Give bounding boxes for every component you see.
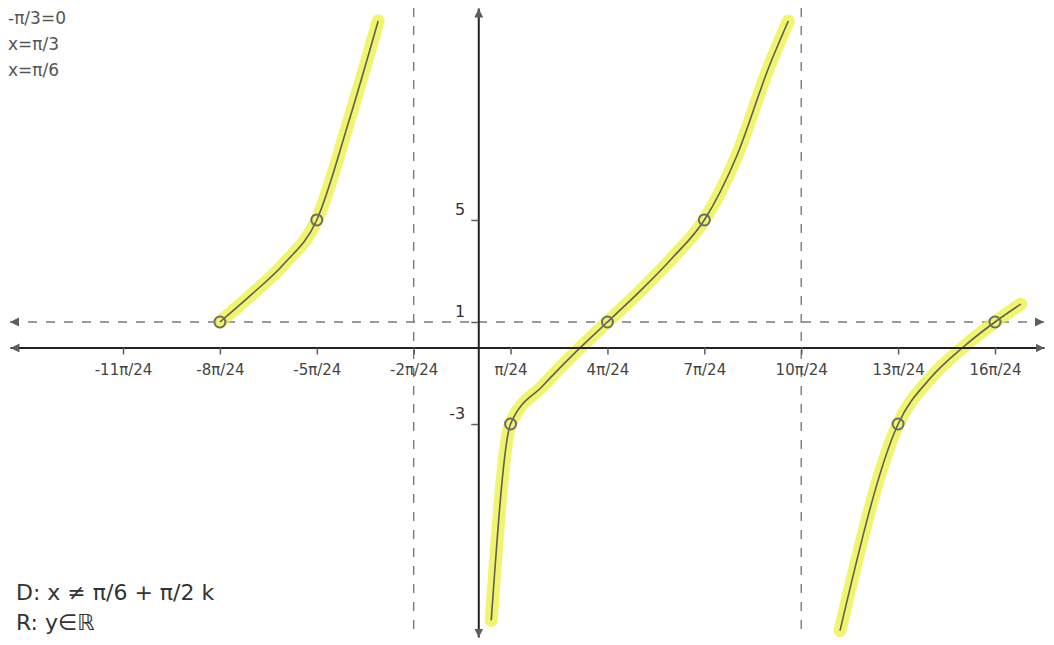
y-tick-label: 5: [455, 200, 465, 219]
x-tick-mark: [413, 347, 415, 354]
x-tick-label: -5π/24: [293, 361, 341, 379]
key-point: [699, 214, 710, 225]
plot-marks: [10, 8, 1044, 637]
key-point: [311, 214, 322, 225]
x-tick: 16π/24: [969, 347, 1021, 379]
x-tick-label: 13π/24: [872, 361, 924, 379]
y-tick-mark: [471, 220, 478, 222]
x-tick: -8π/24: [196, 347, 244, 379]
curve-highlight: [220, 21, 378, 322]
annotation: D: x ≠ π/6 + π/2 k: [16, 580, 215, 605]
x-tick: 4π/24: [587, 347, 630, 379]
y-tick-mark: [471, 424, 478, 426]
y-tick: 5: [455, 200, 478, 221]
curve-line: [840, 304, 1021, 630]
x-tick: 13π/24: [872, 347, 924, 379]
y-tick: 1: [455, 302, 478, 323]
curve-line: [220, 21, 378, 322]
chart-container: -11π/24 -8π/24 -5π/24 -2π/24 π/24 4π/24 7π/24 1…: [0, 0, 1054, 645]
y-tick-label: 1: [455, 302, 465, 321]
x-axis: -11π/24 -8π/24 -5π/24 -2π/24 π/24 4π/24 7π/24 1…: [11, 347, 1045, 379]
curve-highlight: [840, 304, 1021, 630]
x-tick-label: 10π/24: [776, 361, 828, 379]
x-tick-mark: [995, 347, 997, 354]
key-point: [214, 316, 225, 327]
x-tick-mark: [510, 347, 512, 354]
x-tick-label: -11π/24: [95, 361, 153, 379]
curve-highlight: [491, 21, 788, 620]
annotation: x=π/6: [8, 60, 59, 80]
x-tick: -11π/24: [95, 347, 153, 379]
x-tick-mark: [607, 347, 609, 354]
x-tick: 10π/24: [776, 347, 828, 379]
key-point: [505, 419, 516, 430]
asymptote: [801, 8, 802, 637]
y-axis: -3 1 5: [449, 9, 478, 638]
x-tick-label: 16π/24: [969, 361, 1021, 379]
curve-line: [491, 21, 788, 620]
annotation: x=π/3: [8, 34, 59, 54]
x-tick: 7π/24: [683, 347, 726, 379]
annotations: -π/3=0 x=π/3 x=π/6 D: x ≠ π/6 + π/2 k R: y∈ℝ: [8, 8, 215, 635]
x-tick: -2π/24: [390, 347, 438, 379]
key-point: [602, 316, 613, 327]
x-tick-label: 4π/24: [587, 361, 630, 379]
x-axis-line: [11, 347, 1045, 349]
x-tick: -5π/24: [293, 347, 341, 379]
chart-svg: -11π/24 -8π/24 -5π/24 -2π/24 π/24 4π/24 7π/24 1…: [0, 0, 1054, 645]
x-tick-mark: [317, 347, 319, 354]
x-tick-label: -8π/24: [196, 361, 244, 379]
x-tick-label: -2π/24: [390, 361, 438, 379]
key-point: [990, 316, 1001, 327]
x-tick: π/24: [494, 347, 527, 379]
x-tick-mark: [220, 347, 222, 354]
annotation: -π/3=0: [8, 8, 66, 28]
x-tick-mark: [801, 347, 803, 354]
x-tick-mark: [898, 347, 900, 354]
x-tick-label: 7π/24: [683, 361, 726, 379]
y-tick-label: -3: [449, 404, 465, 423]
midline: [10, 321, 1044, 322]
x-tick-mark: [704, 347, 706, 354]
key-point: [893, 419, 904, 430]
annotation: R: y∈ℝ: [16, 610, 95, 635]
x-tick-mark: [123, 347, 125, 354]
y-tick: -3: [449, 404, 478, 425]
x-tick-label: π/24: [494, 361, 527, 379]
y-tick-mark: [471, 322, 478, 324]
